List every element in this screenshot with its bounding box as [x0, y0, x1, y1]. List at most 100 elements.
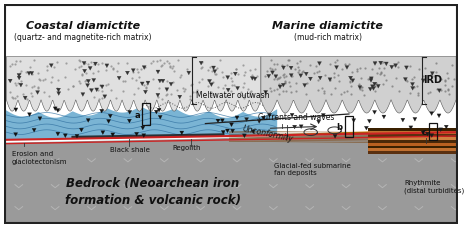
Polygon shape [333, 135, 337, 139]
Polygon shape [17, 77, 21, 81]
Polygon shape [371, 85, 374, 89]
Polygon shape [404, 67, 409, 70]
Polygon shape [368, 88, 372, 92]
Polygon shape [274, 75, 278, 79]
Polygon shape [128, 120, 131, 123]
Polygon shape [382, 116, 386, 119]
Polygon shape [103, 95, 107, 99]
Polygon shape [56, 109, 60, 113]
Polygon shape [367, 120, 372, 124]
Polygon shape [86, 80, 91, 84]
Polygon shape [299, 125, 303, 129]
Polygon shape [369, 79, 373, 83]
Polygon shape [438, 90, 441, 93]
Polygon shape [8, 80, 12, 84]
Polygon shape [348, 77, 353, 81]
Polygon shape [220, 119, 224, 123]
Polygon shape [267, 114, 272, 118]
Polygon shape [142, 66, 146, 70]
Polygon shape [421, 79, 425, 83]
Polygon shape [309, 78, 312, 82]
Polygon shape [384, 63, 388, 66]
Polygon shape [14, 109, 18, 112]
Polygon shape [410, 83, 414, 87]
Polygon shape [421, 131, 425, 135]
Polygon shape [38, 117, 42, 121]
Polygon shape [117, 77, 121, 81]
Polygon shape [368, 134, 458, 137]
Polygon shape [157, 109, 161, 112]
Polygon shape [19, 84, 23, 88]
Polygon shape [90, 89, 93, 93]
Polygon shape [345, 66, 349, 70]
Polygon shape [335, 66, 338, 70]
Polygon shape [14, 133, 18, 137]
Polygon shape [221, 131, 225, 135]
Polygon shape [368, 143, 458, 146]
Text: Meltwater outwash: Meltwater outwash [196, 91, 269, 100]
Polygon shape [318, 77, 322, 81]
Polygon shape [86, 84, 90, 88]
Polygon shape [282, 67, 285, 70]
Text: Glacial-fed submarine
fan deposits: Glacial-fed submarine fan deposits [274, 162, 351, 176]
Polygon shape [430, 134, 434, 138]
Polygon shape [261, 57, 456, 114]
Text: (mud-rich matrix): (mud-rich matrix) [294, 33, 362, 42]
Polygon shape [36, 91, 40, 95]
Bar [142, 104, 150, 125]
Polygon shape [368, 140, 458, 143]
Polygon shape [23, 97, 27, 100]
Polygon shape [429, 112, 434, 116]
Polygon shape [410, 87, 415, 91]
Polygon shape [264, 91, 268, 95]
Polygon shape [92, 79, 96, 83]
Polygon shape [226, 89, 230, 93]
Polygon shape [213, 70, 217, 74]
Polygon shape [351, 79, 355, 83]
Polygon shape [368, 146, 458, 149]
Text: a: a [134, 110, 140, 119]
Polygon shape [32, 129, 36, 133]
Polygon shape [169, 83, 173, 87]
Polygon shape [379, 62, 383, 65]
Polygon shape [140, 83, 144, 86]
Polygon shape [267, 75, 271, 79]
Polygon shape [369, 77, 374, 81]
Polygon shape [81, 93, 85, 97]
Polygon shape [262, 117, 265, 120]
Polygon shape [368, 152, 458, 155]
Polygon shape [6, 57, 261, 112]
Polygon shape [352, 119, 356, 123]
Polygon shape [289, 67, 293, 71]
Polygon shape [321, 114, 325, 118]
Polygon shape [53, 107, 57, 111]
Polygon shape [158, 116, 162, 120]
Polygon shape [390, 66, 394, 70]
Bar [429, 123, 438, 140]
Polygon shape [199, 62, 203, 66]
Polygon shape [146, 82, 150, 85]
Polygon shape [100, 86, 104, 89]
Polygon shape [235, 116, 239, 120]
Polygon shape [105, 65, 109, 68]
Polygon shape [82, 62, 86, 66]
Polygon shape [426, 133, 429, 136]
Polygon shape [245, 118, 248, 122]
Polygon shape [82, 70, 87, 74]
Polygon shape [72, 134, 225, 139]
Polygon shape [358, 86, 362, 90]
Polygon shape [230, 130, 235, 133]
Polygon shape [437, 114, 441, 118]
Polygon shape [368, 137, 458, 140]
Polygon shape [236, 87, 239, 91]
Polygon shape [107, 120, 110, 124]
Polygon shape [165, 88, 169, 92]
Polygon shape [211, 67, 216, 71]
Polygon shape [93, 63, 97, 66]
Polygon shape [372, 87, 375, 91]
Polygon shape [257, 120, 261, 124]
Polygon shape [95, 89, 99, 92]
Polygon shape [409, 126, 413, 130]
Polygon shape [376, 85, 380, 89]
Polygon shape [226, 129, 229, 133]
